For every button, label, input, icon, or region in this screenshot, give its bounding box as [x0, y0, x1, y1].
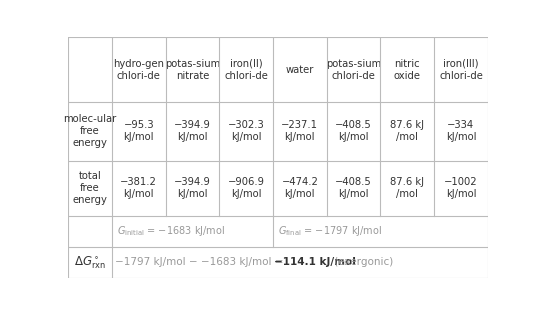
Text: −237.1
kJ/mol: −237.1 kJ/mol — [281, 120, 318, 142]
Text: hydro­gen
chlori­de: hydro­gen chlori­de — [113, 59, 164, 81]
Text: $\Delta G^\circ_\mathrm{rxn}$: $\Delta G^\circ_\mathrm{rxn}$ — [74, 254, 106, 271]
Text: molec­ular
free
energy: molec­ular free energy — [63, 115, 117, 149]
Text: −95.3
kJ/mol: −95.3 kJ/mol — [124, 120, 154, 142]
Text: (exergonic): (exergonic) — [331, 257, 393, 267]
Text: total
free
energy: total free energy — [73, 171, 107, 205]
Text: −334
kJ/mol: −334 kJ/mol — [446, 120, 476, 142]
Text: potas­sium
nitrate: potas­sium nitrate — [165, 59, 220, 81]
Text: −394.9
kJ/mol: −394.9 kJ/mol — [174, 120, 211, 142]
Text: −114.1 kJ/mol: −114.1 kJ/mol — [274, 257, 356, 267]
Text: −408.5
kJ/mol: −408.5 kJ/mol — [335, 120, 372, 142]
Text: $G_\mathrm{final}$ = −1797 kJ/mol: $G_\mathrm{final}$ = −1797 kJ/mol — [278, 224, 382, 238]
Text: water: water — [286, 65, 314, 75]
Text: iron(II)
chlori­de: iron(II) chlori­de — [224, 59, 268, 81]
Text: −906.9
kJ/mol: −906.9 kJ/mol — [228, 177, 264, 199]
Text: iron(III)
chlori­de: iron(III) chlori­de — [439, 59, 483, 81]
Text: 87.6 kJ
/mol: 87.6 kJ /mol — [390, 120, 424, 142]
Text: nitric
oxide: nitric oxide — [393, 59, 421, 81]
Text: −302.3
kJ/mol: −302.3 kJ/mol — [228, 120, 264, 142]
Text: −394.9
kJ/mol: −394.9 kJ/mol — [174, 177, 211, 199]
Text: −381.2
kJ/mol: −381.2 kJ/mol — [120, 177, 157, 199]
Text: potas­sium
chlori­de: potas­sium chlori­de — [326, 59, 381, 81]
Text: −1002
kJ/mol: −1002 kJ/mol — [444, 177, 478, 199]
Text: −408.5
kJ/mol: −408.5 kJ/mol — [335, 177, 372, 199]
Text: −1797 kJ/mol − −1683 kJ/mol =: −1797 kJ/mol − −1683 kJ/mol = — [115, 257, 287, 267]
Text: $G_\mathrm{initial}$ = −1683 kJ/mol: $G_\mathrm{initial}$ = −1683 kJ/mol — [117, 224, 225, 238]
Text: −474.2
kJ/mol: −474.2 kJ/mol — [281, 177, 318, 199]
Text: 87.6 kJ
/mol: 87.6 kJ /mol — [390, 177, 424, 199]
